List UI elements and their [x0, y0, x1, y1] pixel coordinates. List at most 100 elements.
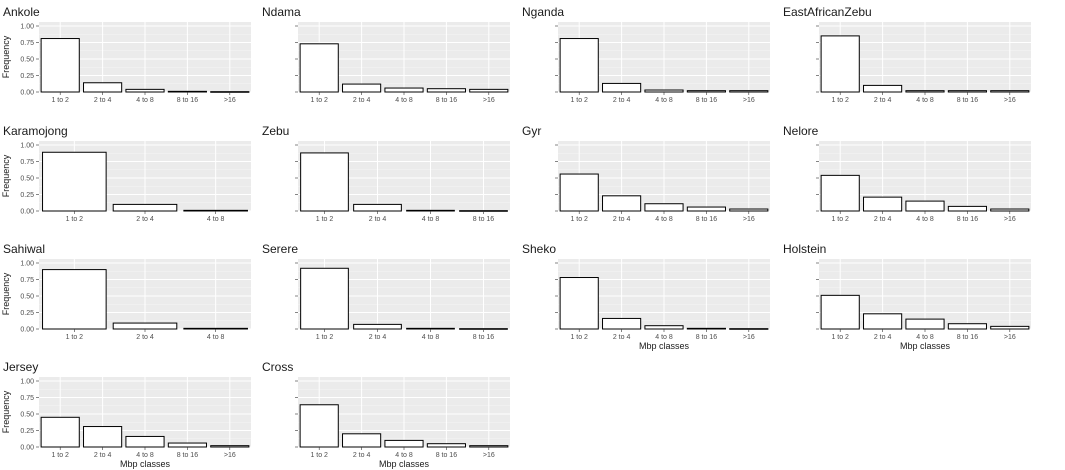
bar-ankole-1	[83, 82, 123, 93]
x-tick-label: 1 to 2	[831, 334, 849, 341]
x-tick-label: 4 to 8	[655, 334, 673, 341]
panel-nelore: Nelore 1 to 2 2 to 4 4 to 8 8 to 16 >16	[783, 124, 1031, 223]
bar-sahiwal-0	[42, 269, 107, 330]
panel-ndama: Ndama 1 to 2 2 to 4 4 to 8 8 to 16 >16	[262, 5, 510, 104]
x-tick-label: >16	[1004, 334, 1016, 341]
x-tick-label: 4 to 8	[655, 216, 673, 223]
y-tick-label: 0.75	[20, 395, 34, 402]
bar-jersey-4	[210, 445, 250, 448]
x-tick-label: 2 to 4	[94, 97, 112, 104]
bar-cross-3	[426, 443, 466, 448]
x-tick-label: >16	[1004, 216, 1016, 223]
y-tick-label: 1.00	[20, 24, 34, 31]
panel-sheko: Sheko 1 to 2 2 to 4 4 to 8 8 to 16 >16 Mbp cla…	[522, 242, 770, 351]
x-tick-label: 4 to 8	[422, 216, 440, 223]
x-tick-label: 8 to 16	[436, 97, 458, 104]
x-tick-label: 4 to 8	[207, 334, 225, 341]
x-tick-label: 8 to 16	[957, 97, 979, 104]
x-tick-label: 2 to 4	[136, 334, 154, 341]
x-tick-label: >16	[224, 97, 236, 104]
panel-title: Sheko	[522, 242, 556, 256]
panel-title: Gyr	[522, 124, 541, 138]
bar-ndama-1	[342, 83, 382, 93]
bar-nelore-2	[905, 200, 945, 212]
bar-nelore-0	[820, 174, 860, 212]
x-tick-label: 1 to 2	[310, 97, 328, 104]
y-tick-label: 0.25	[20, 73, 34, 80]
x-tick-label: 2 to 4	[94, 452, 112, 459]
bar-holstein-2	[905, 318, 945, 330]
bar-nelore-1	[863, 196, 903, 212]
bar-ankole-2	[125, 88, 165, 93]
bar-sheko-0	[559, 277, 599, 330]
bar-sahiwal-2	[183, 327, 248, 330]
y-tick-label: 0.50	[20, 176, 34, 183]
y-tick-label: 0.25	[20, 428, 34, 435]
x-tick-label: 8 to 16	[957, 216, 979, 223]
x-axis-title: Mbp classes	[120, 459, 171, 469]
bar-serere-0	[300, 267, 349, 330]
bar-ndama-4	[469, 88, 509, 93]
x-tick-label: 2 to 4	[874, 97, 892, 104]
bar-sheko-2	[644, 325, 684, 330]
x-tick-label: 8 to 16	[473, 216, 495, 223]
bar-sheko-3	[686, 327, 726, 330]
bar-eastafricanzebu-2	[905, 90, 945, 93]
y-tick-label: 0.50	[20, 412, 34, 419]
bar-nganda-2	[644, 89, 684, 93]
y-tick-label: 0.25	[20, 310, 34, 317]
bar-karamojong-1	[112, 203, 178, 212]
x-tick-label: 2 to 4	[353, 452, 371, 459]
x-tick-label: 4 to 8	[207, 216, 225, 223]
bar-holstein-4	[990, 325, 1030, 330]
x-tick-label: >16	[483, 452, 495, 459]
panel-title: Ankole	[3, 5, 40, 19]
x-tick-label: 8 to 16	[436, 452, 458, 459]
x-axis-title: Mbp classes	[639, 341, 690, 351]
bar-gyr-0	[559, 173, 599, 212]
x-tick-label: 4 to 8	[395, 97, 413, 104]
bar-karamojong-2	[183, 209, 248, 212]
bar-gyr-1	[602, 195, 642, 212]
panel-sahiwal: Sahiwal 0.00 0.25 0.50 0.75 1.00 Frequency 1 to…	[1, 242, 251, 341]
x-tick-label: 2 to 4	[369, 216, 387, 223]
bar-nelore-4	[990, 208, 1030, 212]
x-tick-label: >16	[1004, 97, 1016, 104]
panel-title: Zebu	[262, 124, 289, 138]
x-tick-label: 8 to 16	[957, 334, 979, 341]
panel-nganda: Nganda 1 to 2 2 to 4 4 to 8 8 to 16 >16	[522, 5, 770, 104]
x-tick-label: 4 to 8	[136, 97, 154, 104]
bar-eastafricanzebu-4	[990, 90, 1030, 93]
y-tick-label: 0.00	[20, 90, 34, 97]
bar-nganda-4	[729, 90, 769, 93]
bar-sahiwal-1	[112, 322, 178, 330]
x-tick-label: 8 to 16	[177, 452, 199, 459]
panel-title: Nelore	[783, 124, 819, 138]
x-tick-label: >16	[224, 452, 236, 459]
y-axis-title: Frequency	[1, 390, 11, 433]
bar-jersey-0	[40, 416, 80, 448]
panel-jersey: Jersey 0.00 0.25 0.50 0.75 1.00 Frequency 1 to …	[1, 360, 251, 469]
bar-karamojong-0	[42, 151, 107, 212]
x-tick-label: >16	[743, 97, 755, 104]
x-tick-label: 4 to 8	[655, 97, 673, 104]
bar-sheko-1	[602, 317, 642, 330]
x-tick-label: 2 to 4	[874, 216, 892, 223]
panel-holstein: Holstein 1 to 2 2 to 4 4 to 8 8 to 16 >16 Mbp …	[783, 242, 1031, 351]
x-tick-label: 1 to 2	[66, 216, 84, 223]
y-tick-label: 0.50	[20, 294, 34, 301]
y-tick-label: 1.00	[20, 379, 34, 386]
x-tick-label: >16	[743, 216, 755, 223]
panel-title: Holstein	[783, 242, 826, 256]
panel-serere: Serere 1 to 2 2 to 4 4 to 8 8 to 16	[262, 242, 510, 341]
panel-eastafricanzebu: EastAfricanZebu 1 to 2 2 to 4 4 to 8 8 to 16…	[783, 5, 1031, 104]
bar-jersey-2	[125, 435, 165, 448]
bar-holstein-0	[820, 294, 860, 330]
x-tick-label: 2 to 4	[613, 97, 631, 104]
x-tick-label: >16	[743, 334, 755, 341]
bar-zebu-2	[406, 209, 455, 212]
x-tick-label: 1 to 2	[570, 216, 588, 223]
bar-ankole-0	[40, 38, 80, 93]
x-tick-label: 4 to 8	[916, 334, 934, 341]
x-tick-label: 8 to 16	[696, 97, 718, 104]
